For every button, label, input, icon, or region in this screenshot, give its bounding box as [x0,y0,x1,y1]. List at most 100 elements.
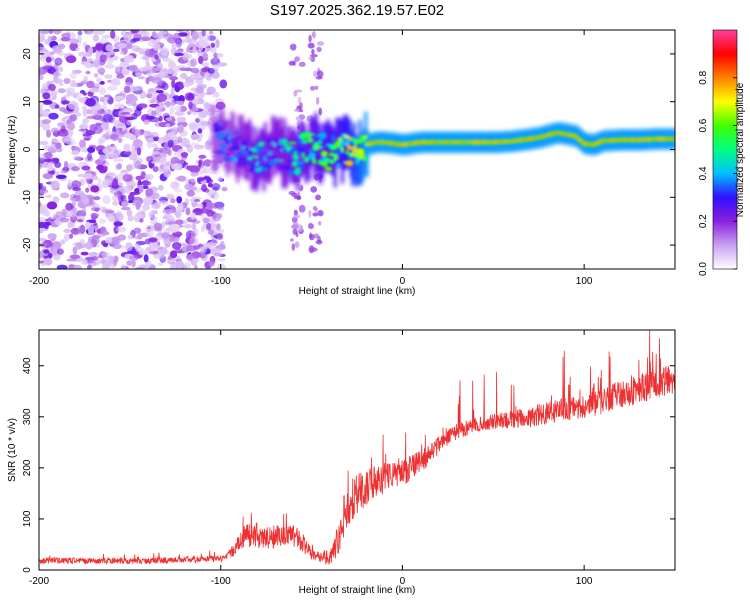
noise-blob [126,164,133,172]
noise-blob [177,124,185,134]
noise-blob [203,159,212,167]
noise-blob [62,140,72,144]
noise-blob [177,101,185,106]
noise-blob [143,119,150,125]
noise-blob [66,258,77,262]
noise-blob [190,230,196,240]
noise-blob [135,201,141,211]
noise-blob [113,103,125,109]
noise-blob [103,113,113,123]
noise-blob [47,67,57,75]
noise-blob [195,77,204,85]
noise-blob [77,218,84,223]
noise-blob [93,31,98,35]
noise-blob [128,193,135,202]
noise-blob [174,52,184,57]
noise-blob [56,248,64,255]
noise-blob [216,232,224,240]
noise-blob [55,142,62,149]
noise-blob [144,48,156,58]
noise-blob [212,91,220,98]
noise-blob [192,257,198,266]
noise-blob [135,175,143,181]
noise-blob [159,70,166,78]
noise-blob [102,243,109,248]
noise-blob [65,55,77,64]
noise-blob [165,117,172,121]
noise-blob [137,103,148,108]
ridge-blob [302,139,309,144]
noise-blob [41,82,49,91]
noise-blob [151,31,157,38]
noise-blob [39,237,47,242]
ridge-blob [231,145,240,150]
noise-blob [39,153,46,159]
noise-blob [174,248,183,254]
noise-blob [57,43,66,50]
ridge-blob [248,163,256,166]
noise-blob [39,56,45,60]
noise-blob [314,85,319,91]
noise-blob [146,69,152,77]
noise-blob [98,87,107,95]
snr-marks [39,330,675,566]
noise-blob [168,223,180,233]
noise-blob [87,30,93,35]
noise-blob [67,221,72,229]
noise-blob [197,128,203,134]
y-tick-label: 100 [22,510,33,527]
noise-blob [188,123,197,129]
noise-blob [312,31,316,39]
noise-blob [129,255,139,261]
noise-blob [206,189,217,196]
noise-blob [79,139,86,149]
noise-blob [77,225,86,235]
noise-blob [145,228,154,238]
noise-blob [80,122,89,130]
noise-blob [88,47,94,55]
noise-blob [204,72,210,78]
noise-blob [140,36,152,41]
noise-blob [121,206,131,211]
noise-blob [51,127,59,133]
noise-blob [185,244,193,252]
ridge-blob [333,155,340,160]
ridge-blob [336,163,341,168]
noise-blob [42,173,54,180]
x-tick-label: -200 [29,276,49,287]
noise-blob [155,155,167,164]
noise-blob [134,128,141,138]
noise-blob [116,163,123,170]
noise-blob [176,116,187,123]
noise-blob [217,258,226,262]
noise-blob [68,38,79,44]
noise-blob [148,211,154,218]
ridge-blob [262,163,272,169]
noise-blob [173,188,183,193]
ridge-blob [231,139,239,147]
noise-blob [174,81,185,90]
noise-blob [171,42,177,51]
noise-blob [124,116,135,121]
noise-blob [88,252,99,257]
x-tick-label: 0 [400,276,406,287]
y-tick-label: 0 [22,567,33,573]
noise-blob [78,128,85,132]
noise-blob [175,219,184,226]
noise-blob [142,203,151,211]
noise-blob [67,134,73,139]
noise-blob [163,168,172,178]
noise-blob [170,100,176,107]
ridge-blob [234,131,240,135]
noise-blob [196,85,204,94]
ridge-blob [282,166,292,170]
spectrogram-x-label: Height of straight line (km) [299,286,416,297]
ridge-blob [310,134,316,140]
noise-blob [213,252,223,257]
noise-blob [123,151,132,155]
noise-blob [60,169,68,174]
noise-blob [195,187,202,193]
noise-blob [203,188,210,193]
noise-blob [191,32,199,41]
